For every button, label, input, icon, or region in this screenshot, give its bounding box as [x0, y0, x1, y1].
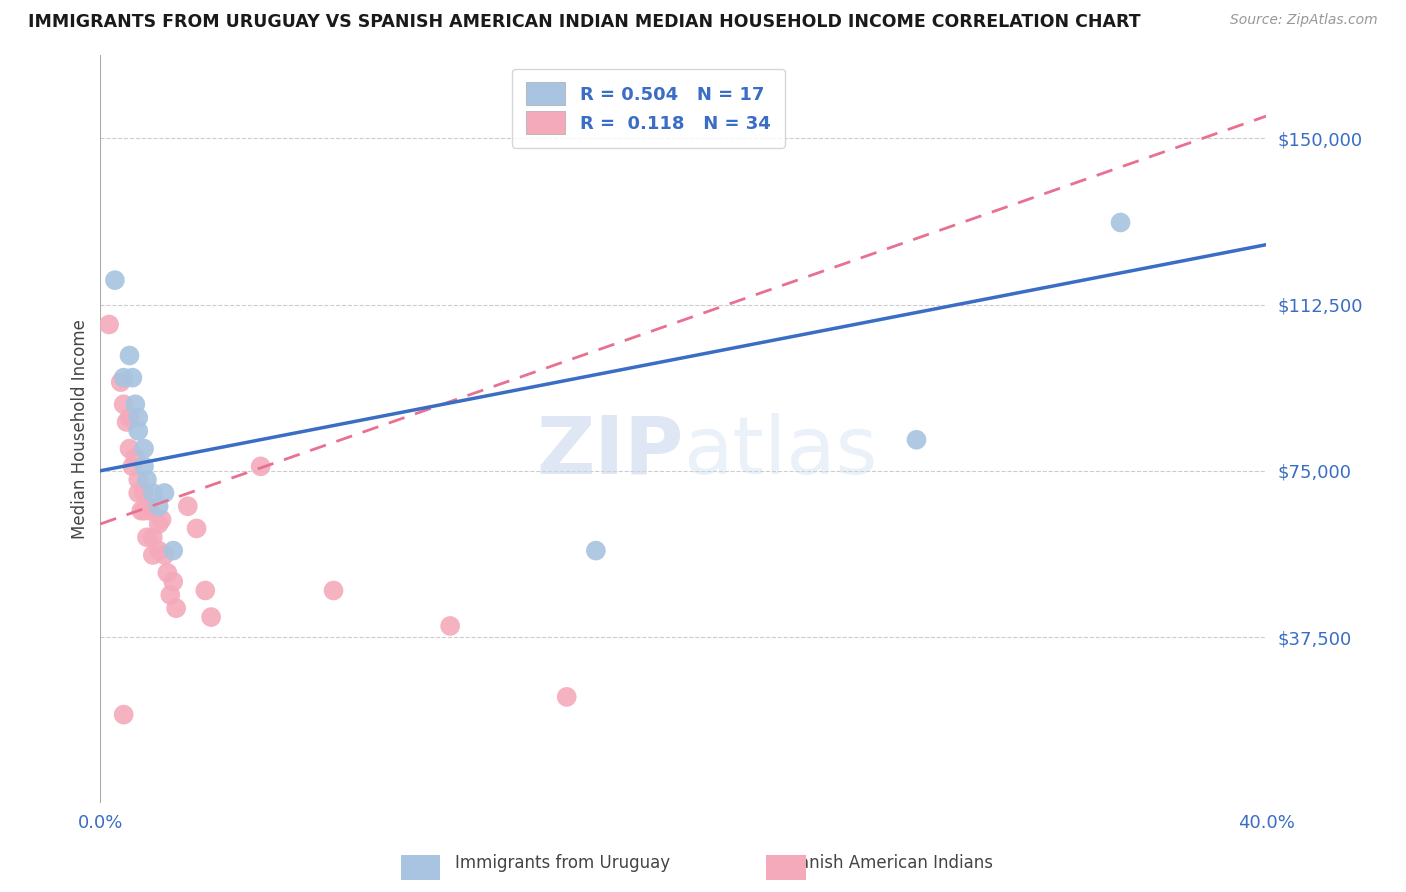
Point [132, 486, 155, 500]
Text: IMMIGRANTS FROM URUGUAY VS SPANISH AMERICAN INDIAN MEDIAN HOUSEHOLD INCOME CORRE: IMMIGRANTS FROM URUGUAY VS SPANISH AMERI… [28, 13, 1140, 31]
Point [905, 433, 928, 447]
Point [121, 459, 143, 474]
Text: Immigrants from Uruguay: Immigrants from Uruguay [454, 855, 671, 872]
Point [200, 610, 222, 624]
Point [156, 566, 179, 580]
Point [148, 516, 170, 531]
Point [555, 690, 578, 704]
Point [121, 370, 143, 384]
Text: Spanish American Indians: Spanish American Indians [779, 855, 993, 872]
Text: Source: ZipAtlas.com: Source: ZipAtlas.com [1230, 13, 1378, 28]
Point [132, 442, 155, 456]
Point [136, 530, 159, 544]
Point [153, 548, 176, 562]
Point [110, 375, 132, 389]
Y-axis label: Median Household Income: Median Household Income [72, 319, 89, 539]
Point [112, 707, 135, 722]
Point [322, 583, 344, 598]
Point [127, 486, 149, 500]
Point [98, 318, 121, 332]
Point [118, 349, 141, 363]
Point [159, 588, 181, 602]
Point [150, 512, 173, 526]
Point [142, 530, 165, 544]
Point [104, 273, 127, 287]
Point [112, 370, 135, 384]
Point [148, 500, 170, 514]
Point [136, 473, 159, 487]
Point [177, 500, 200, 514]
Point [585, 543, 607, 558]
Point [1109, 215, 1132, 229]
Legend: R = 0.504   N = 17, R =  0.118   N = 34: R = 0.504 N = 17, R = 0.118 N = 34 [512, 69, 785, 147]
Point [249, 459, 271, 474]
Point [124, 450, 146, 465]
Point [139, 504, 162, 518]
Point [186, 521, 208, 535]
Text: ZIP: ZIP [536, 413, 683, 491]
Point [118, 442, 141, 456]
Point [127, 473, 149, 487]
Point [165, 601, 187, 615]
Point [124, 397, 146, 411]
Point [194, 583, 217, 598]
Point [112, 397, 135, 411]
Point [132, 504, 155, 518]
Point [162, 543, 184, 558]
Point [142, 486, 165, 500]
Point [153, 486, 176, 500]
Point [127, 424, 149, 438]
Point [129, 504, 152, 518]
Text: atlas: atlas [683, 413, 877, 491]
Point [148, 543, 170, 558]
Point [127, 410, 149, 425]
Point [142, 548, 165, 562]
Point [162, 574, 184, 589]
Point [439, 619, 461, 633]
Point [115, 415, 138, 429]
Point [132, 459, 155, 474]
Point [118, 410, 141, 425]
